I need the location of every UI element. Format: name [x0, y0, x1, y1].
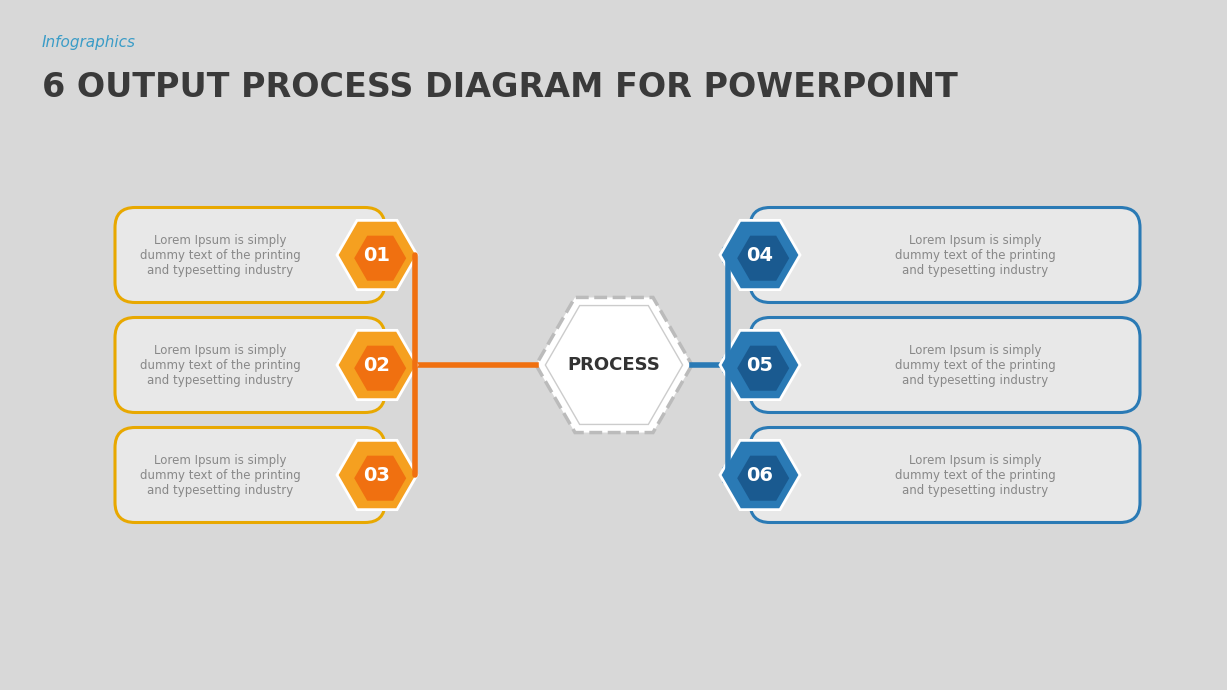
Polygon shape — [737, 346, 789, 391]
Text: Lorem Ipsum is simply
dummy text of the printing
and typesetting industry: Lorem Ipsum is simply dummy text of the … — [894, 233, 1055, 277]
Text: Lorem Ipsum is simply
dummy text of the printing
and typesetting industry: Lorem Ipsum is simply dummy text of the … — [140, 344, 301, 386]
Text: 02: 02 — [363, 355, 390, 375]
FancyBboxPatch shape — [115, 428, 385, 522]
FancyBboxPatch shape — [750, 208, 1140, 302]
Polygon shape — [337, 220, 417, 290]
FancyBboxPatch shape — [115, 208, 385, 302]
Text: Lorem Ipsum is simply
dummy text of the printing
and typesetting industry: Lorem Ipsum is simply dummy text of the … — [140, 233, 301, 277]
Polygon shape — [355, 236, 406, 281]
Polygon shape — [355, 455, 406, 501]
Text: Infographics: Infographics — [42, 34, 136, 50]
Text: 05: 05 — [746, 355, 773, 375]
Text: 04: 04 — [746, 246, 773, 264]
Polygon shape — [337, 331, 417, 400]
Polygon shape — [536, 297, 692, 433]
Polygon shape — [545, 306, 682, 424]
Polygon shape — [337, 440, 417, 510]
Polygon shape — [737, 236, 789, 281]
Polygon shape — [720, 331, 800, 400]
Text: Lorem Ipsum is simply
dummy text of the printing
and typesetting industry: Lorem Ipsum is simply dummy text of the … — [894, 344, 1055, 386]
Text: 06: 06 — [746, 466, 773, 484]
Text: 03: 03 — [363, 466, 390, 484]
FancyBboxPatch shape — [750, 317, 1140, 413]
Text: Lorem Ipsum is simply
dummy text of the printing
and typesetting industry: Lorem Ipsum is simply dummy text of the … — [894, 453, 1055, 497]
FancyBboxPatch shape — [115, 317, 385, 413]
Polygon shape — [720, 440, 800, 510]
Polygon shape — [720, 220, 800, 290]
Text: 6 OUTPUT PROCESS DIAGRAM FOR POWERPOINT: 6 OUTPUT PROCESS DIAGRAM FOR POWERPOINT — [42, 70, 958, 104]
Polygon shape — [737, 455, 789, 501]
Polygon shape — [355, 346, 406, 391]
Text: PROCESS: PROCESS — [568, 356, 660, 374]
Text: Lorem Ipsum is simply
dummy text of the printing
and typesetting industry: Lorem Ipsum is simply dummy text of the … — [140, 453, 301, 497]
FancyBboxPatch shape — [750, 428, 1140, 522]
Text: 01: 01 — [363, 246, 390, 264]
